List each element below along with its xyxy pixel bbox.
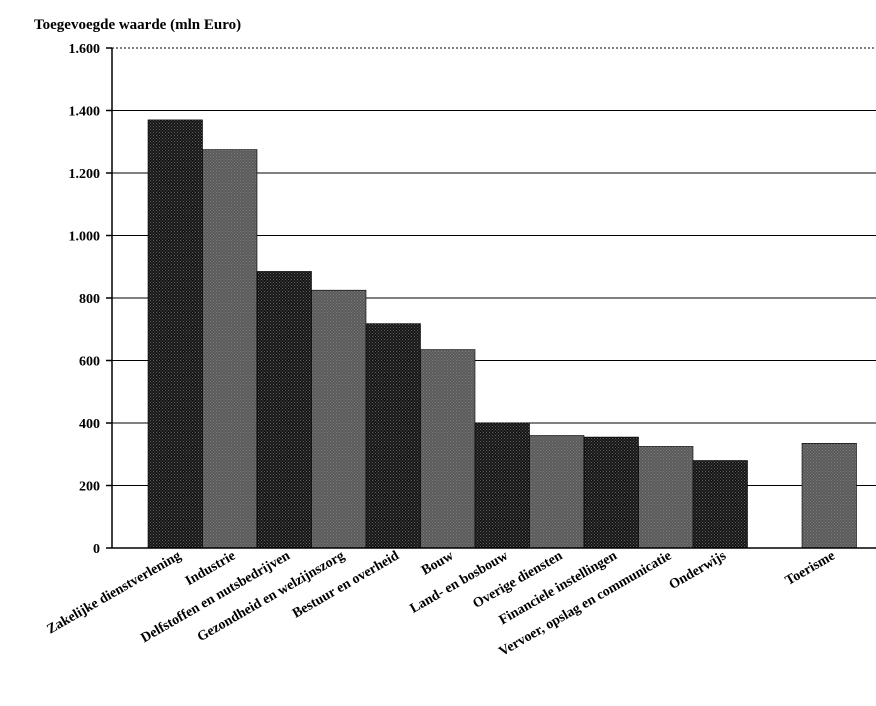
x-tick-labels: Zakelijke dienstverlening IndustrieDelfst… bbox=[45, 548, 838, 660]
bar-texture bbox=[475, 423, 530, 548]
bar-texture bbox=[584, 437, 639, 548]
bar-texture bbox=[638, 446, 693, 548]
bar-texture bbox=[148, 119, 203, 548]
bar-texture bbox=[257, 271, 312, 548]
y-tick-label: 400 bbox=[79, 417, 100, 432]
y-tick-label: 1.600 bbox=[69, 42, 101, 57]
bar bbox=[801, 443, 857, 549]
bar-texture bbox=[202, 149, 257, 548]
bar-texture bbox=[311, 290, 366, 548]
bar bbox=[529, 435, 585, 549]
bar bbox=[692, 460, 748, 549]
bar bbox=[365, 323, 421, 549]
bar-texture bbox=[802, 443, 857, 548]
bar-texture bbox=[366, 323, 421, 548]
y-tick-label: 1.400 bbox=[69, 105, 101, 120]
y-tick-label: 800 bbox=[79, 292, 100, 307]
y-tick-label: 200 bbox=[79, 480, 100, 495]
bar bbox=[583, 436, 639, 549]
x-tick-label: Toerisme bbox=[783, 548, 838, 588]
bar bbox=[202, 149, 258, 549]
bar bbox=[420, 349, 476, 549]
y-tick-label: 1.000 bbox=[69, 230, 101, 245]
y-tick-label: 1.200 bbox=[69, 167, 101, 182]
bar bbox=[147, 119, 203, 549]
bar-texture bbox=[529, 435, 584, 548]
axes bbox=[111, 48, 876, 549]
bar bbox=[474, 422, 530, 549]
bar bbox=[256, 271, 312, 549]
bar bbox=[638, 446, 694, 549]
bar-texture bbox=[693, 460, 748, 548]
bar bbox=[311, 289, 367, 549]
x-tick-label: Onderwijs bbox=[667, 548, 730, 593]
y-tick-labels: 0 200 400 600 800 1.000 1.200 1.400 1.600 bbox=[69, 42, 101, 557]
chart-title: Toegevoegde waarde (mln Euro) bbox=[34, 17, 241, 33]
bar-texture bbox=[420, 349, 475, 548]
y-tick-label: 0 bbox=[93, 542, 100, 557]
y-tick-label: 600 bbox=[79, 355, 100, 370]
x-tick-label: Land- en bosbouw bbox=[408, 548, 512, 617]
bars bbox=[147, 119, 857, 549]
x-tick-label: Bouw bbox=[419, 548, 457, 579]
